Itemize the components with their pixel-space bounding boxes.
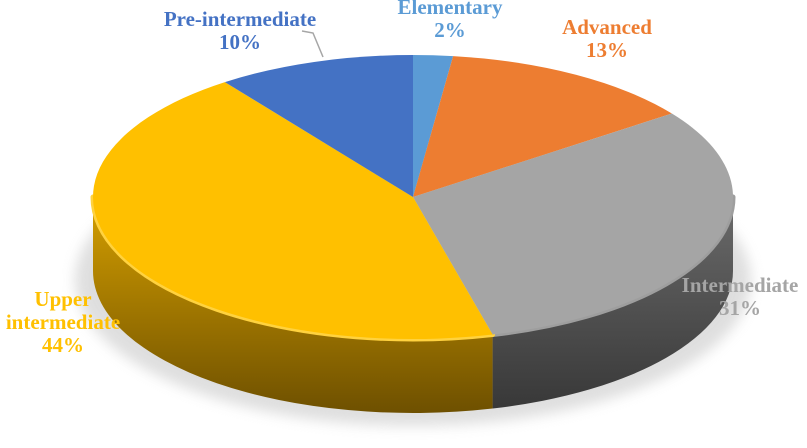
pie-slice-elementary[interactable] xyxy=(413,55,454,197)
pie-walls-group xyxy=(93,197,733,414)
leader-line-pre-intermediate xyxy=(301,30,324,58)
slice-label-name: Upper intermediate xyxy=(5,287,121,334)
slice-label-percent: 44% xyxy=(42,333,84,357)
slice-label-intermediate: Intermediate 31% xyxy=(655,274,807,320)
slice-label-elementary: Elementary 2% xyxy=(370,0,530,42)
pie-slice-pre-intermediate[interactable] xyxy=(224,55,413,197)
slice-label-percent: 10% xyxy=(219,30,261,54)
slice-label-percent: 31% xyxy=(719,296,761,320)
slice-label-percent: 13% xyxy=(586,38,628,62)
pie-side-intermediate xyxy=(492,197,733,409)
slice-label-name: Elementary xyxy=(397,0,503,19)
slice-label-name: Advanced xyxy=(562,15,652,39)
slice-label-upper-intermediate: Upper intermediate 44% xyxy=(0,288,133,357)
pie-slice-advanced[interactable] xyxy=(413,56,672,198)
slice-label-name: Pre-intermediate xyxy=(163,7,317,31)
pie-slice-intermediate[interactable] xyxy=(413,113,734,335)
slice-label-percent: 2% xyxy=(434,18,466,42)
pie-slice-upper-intermediate[interactable] xyxy=(92,82,493,340)
pie-tops-group xyxy=(92,55,734,340)
slice-label-pre-intermediate: Pre-intermediate 10% xyxy=(130,8,350,54)
pie-side-upper-intermediate xyxy=(93,197,493,414)
slice-label-advanced: Advanced 13% xyxy=(527,16,687,62)
slice-label-name: Intermediate xyxy=(681,273,799,297)
